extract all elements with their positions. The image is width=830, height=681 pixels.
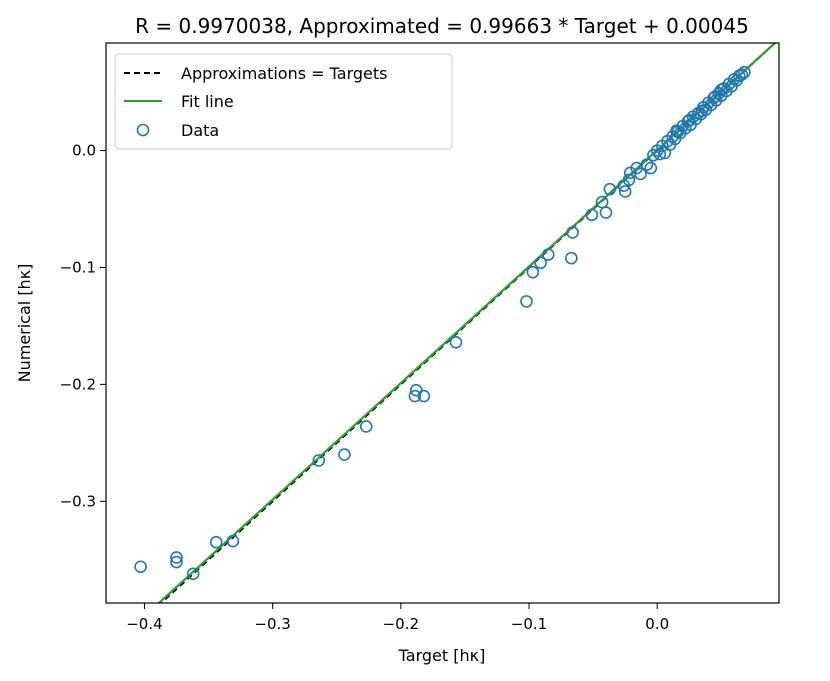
axis-ticks: −0.4 −0.3 −0.2 −0.1 0.0 −0.3 −0.2 −0.1 0.0 xyxy=(60,142,670,633)
data-point xyxy=(417,389,431,403)
chart-title: R = 0.9970038, Approximated = 0.99663 * … xyxy=(135,14,749,38)
x-tick-label: −0.4 xyxy=(126,615,162,633)
y-tick-label: −0.1 xyxy=(60,258,96,276)
legend-box xyxy=(114,53,453,150)
x-axis-label: Target [hκ] xyxy=(398,646,486,665)
data-point xyxy=(715,83,728,97)
legend-label-fit: Fit line xyxy=(181,92,234,111)
y-tick-label: −0.3 xyxy=(60,492,96,510)
legend: Approximations = Targets Fit line Data xyxy=(114,53,453,150)
data-point xyxy=(312,454,326,467)
legend-marker-swatch xyxy=(136,123,150,137)
data-point xyxy=(644,161,658,175)
y-tick-label: −0.2 xyxy=(60,375,96,393)
data-point xyxy=(565,251,578,265)
legend-label-data: Data xyxy=(181,121,219,140)
data-point xyxy=(541,248,555,261)
x-tick-label: −0.2 xyxy=(383,615,419,633)
x-tick-label: −0.1 xyxy=(511,615,547,633)
data-point xyxy=(653,147,667,161)
data-point xyxy=(566,226,579,239)
data-point xyxy=(359,420,373,433)
lines-layer xyxy=(157,43,777,603)
data-point xyxy=(520,295,533,308)
data-point xyxy=(338,448,351,461)
plot-frame xyxy=(105,42,780,604)
data-point xyxy=(618,185,632,198)
data-point xyxy=(595,195,609,209)
fit-line xyxy=(157,43,777,603)
data-point xyxy=(670,124,683,137)
data-point xyxy=(170,551,183,564)
data-point xyxy=(170,555,183,569)
data-point xyxy=(408,389,422,403)
data-point xyxy=(186,567,200,581)
data-point xyxy=(449,335,463,349)
legend-label-identity: Approximations = Targets xyxy=(181,64,387,83)
data-point xyxy=(695,104,709,118)
data-point xyxy=(682,113,696,127)
data-point xyxy=(640,158,654,171)
y-tick-label: 0.0 xyxy=(72,142,96,160)
data-point xyxy=(599,206,613,219)
x-tick-label: 0.0 xyxy=(645,615,669,633)
data-point xyxy=(134,560,147,574)
data-point xyxy=(534,256,547,270)
data-points xyxy=(134,65,751,581)
data-point xyxy=(585,208,599,222)
data-point xyxy=(622,173,636,187)
data-point xyxy=(226,534,240,548)
y-axis-label: Numerical [hκ] xyxy=(15,264,34,383)
data-point xyxy=(708,90,722,104)
data-point xyxy=(209,535,223,549)
data-point xyxy=(735,68,749,81)
data-point xyxy=(634,167,647,181)
data-point xyxy=(526,265,540,279)
x-tick-label: −0.3 xyxy=(254,615,290,633)
data-point xyxy=(738,65,751,79)
data-point xyxy=(603,182,617,196)
